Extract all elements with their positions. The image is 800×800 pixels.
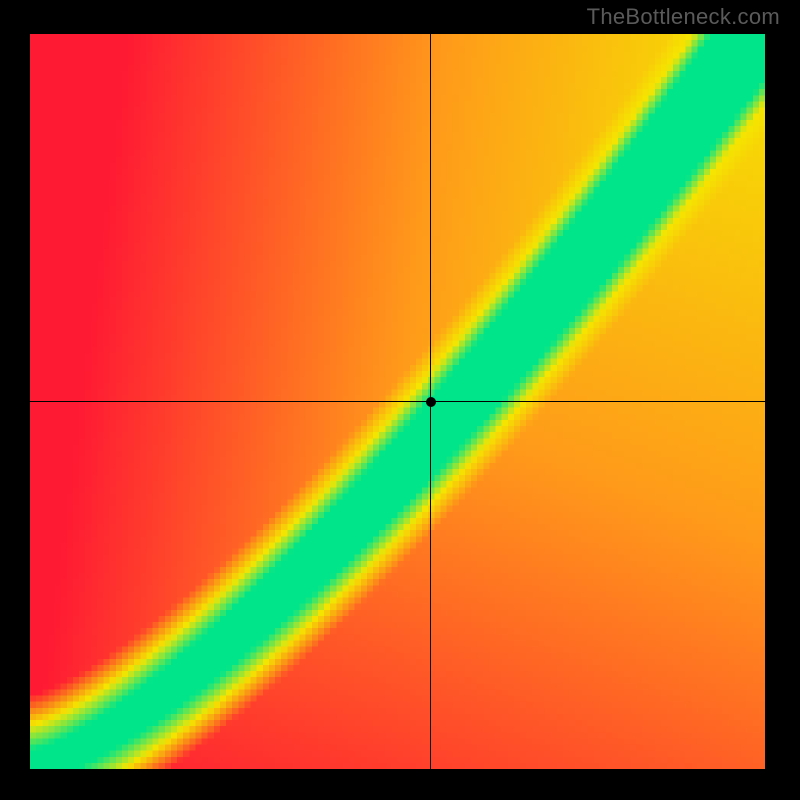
watermark-text: TheBottleneck.com <box>587 4 780 30</box>
crosshair-marker <box>426 397 436 407</box>
stage: TheBottleneck.com <box>0 0 800 800</box>
crosshair-horizontal <box>30 401 765 402</box>
